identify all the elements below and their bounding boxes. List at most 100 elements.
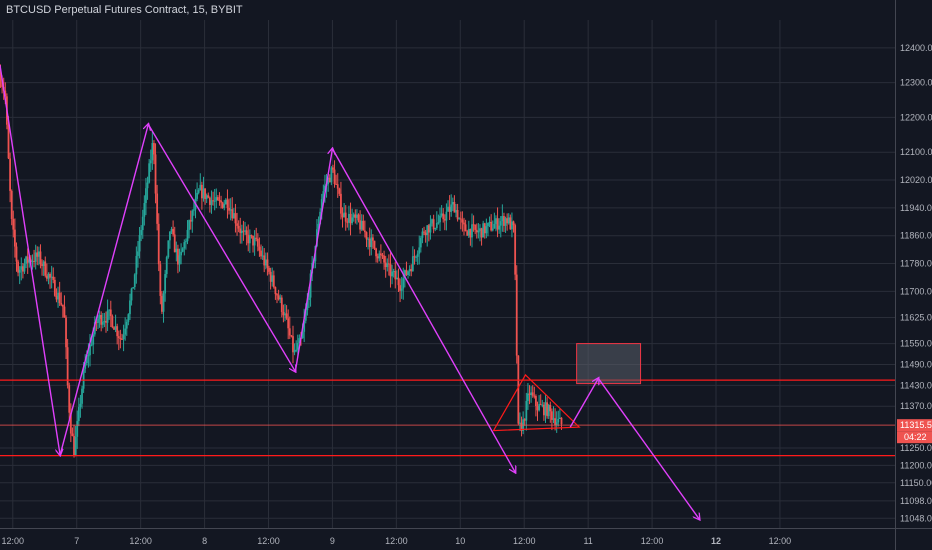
candle-body — [495, 218, 497, 224]
zigzag-pattern-segment[interactable] — [294, 149, 332, 372]
target-zone-rect[interactable] — [576, 343, 642, 385]
candle-body — [186, 229, 189, 242]
candle-body — [464, 224, 467, 232]
candle-body — [360, 220, 363, 230]
candle-body — [375, 248, 377, 257]
candle-body — [439, 215, 441, 223]
candle-body — [558, 417, 561, 419]
candle-body — [26, 256, 29, 263]
candle-body — [138, 235, 141, 252]
candle-body — [296, 342, 299, 350]
candle-body — [226, 199, 229, 208]
zigzag-pattern-segment[interactable] — [0, 65, 60, 455]
candle-body — [371, 237, 374, 241]
candle-body — [271, 275, 274, 282]
triangle-pattern[interactable] — [492, 373, 581, 432]
candle-body — [384, 262, 387, 268]
candle-body — [140, 230, 143, 236]
candle-body — [324, 185, 326, 192]
candle-body — [405, 270, 408, 275]
candle-body — [373, 240, 376, 249]
candle-body — [234, 213, 237, 224]
candle-body — [280, 297, 283, 312]
candle-body — [440, 213, 443, 216]
candle-body — [162, 293, 165, 312]
candle-body — [287, 318, 290, 329]
candle-body — [117, 336, 120, 338]
candle-body — [514, 225, 517, 275]
candle-body — [260, 250, 262, 257]
candle-body — [197, 190, 200, 193]
candle-body — [245, 230, 248, 235]
zigzag-pattern-segment[interactable] — [59, 124, 148, 456]
candle-body — [295, 349, 298, 351]
candle-body — [379, 253, 382, 256]
candle-body — [346, 221, 349, 223]
candle-body — [189, 220, 192, 222]
candle-body — [148, 163, 151, 183]
candle-body — [407, 271, 409, 275]
candle-body — [114, 326, 117, 330]
candle-body — [381, 255, 384, 257]
price-axis-label: 11700.00 — [900, 286, 932, 296]
candle-body — [276, 294, 278, 296]
candle-body — [105, 320, 107, 323]
candle-body — [169, 231, 171, 241]
price-axis-label: 12300.00 — [900, 78, 932, 88]
candle-body — [258, 246, 261, 251]
candle-body — [491, 228, 494, 231]
candle-body — [10, 190, 13, 219]
time-axis-label: 12:00 — [129, 536, 152, 546]
candle-body — [362, 220, 365, 231]
candle-body — [471, 224, 473, 238]
candle-body — [485, 226, 488, 234]
candle-body — [156, 193, 159, 224]
candle-body — [69, 412, 72, 434]
candle-body — [538, 404, 541, 411]
time-axis-label: 12:00 — [257, 536, 280, 546]
countdown-badge — [897, 431, 932, 444]
last-price-value: 11315.50 — [900, 420, 932, 430]
candle-body — [52, 276, 55, 280]
candle-body — [66, 347, 69, 386]
candle-body — [535, 396, 537, 407]
candle-body — [53, 279, 56, 296]
candle-body — [215, 197, 218, 201]
candle-body — [92, 334, 95, 345]
candle-body — [87, 355, 90, 357]
zigzag-pattern-segment[interactable] — [147, 124, 295, 371]
candle-body — [352, 214, 355, 218]
candle-body — [74, 436, 77, 456]
candle-body — [519, 422, 521, 424]
candle-body — [453, 202, 456, 213]
candle-body — [29, 259, 32, 263]
candle-body — [229, 209, 232, 211]
price-axis-label: 12400.00 — [900, 43, 932, 53]
candle-body — [303, 320, 306, 332]
candle-body — [17, 261, 19, 273]
candle-body — [122, 334, 125, 340]
candle-body — [367, 238, 370, 240]
projection-segment[interactable] — [597, 377, 699, 519]
candle-body — [554, 418, 556, 426]
projection-segment[interactable] — [569, 378, 598, 428]
candle-body — [7, 124, 10, 159]
candle-body — [349, 213, 352, 224]
candle-body — [415, 256, 417, 258]
candle-body — [400, 288, 403, 291]
candle-body — [89, 344, 91, 356]
candle-body — [448, 206, 451, 212]
candle-body — [455, 209, 457, 213]
candle-body — [157, 223, 160, 265]
candle-body — [290, 335, 293, 337]
candle-body — [530, 392, 533, 396]
candle-body — [274, 287, 277, 295]
zigzag-pattern-segment[interactable] — [331, 148, 515, 473]
candle-body — [28, 259, 31, 263]
candle-body — [177, 248, 179, 265]
candle-body — [402, 278, 405, 289]
candle-body — [113, 327, 115, 330]
candle-body — [503, 216, 505, 226]
candle-body — [90, 344, 93, 346]
